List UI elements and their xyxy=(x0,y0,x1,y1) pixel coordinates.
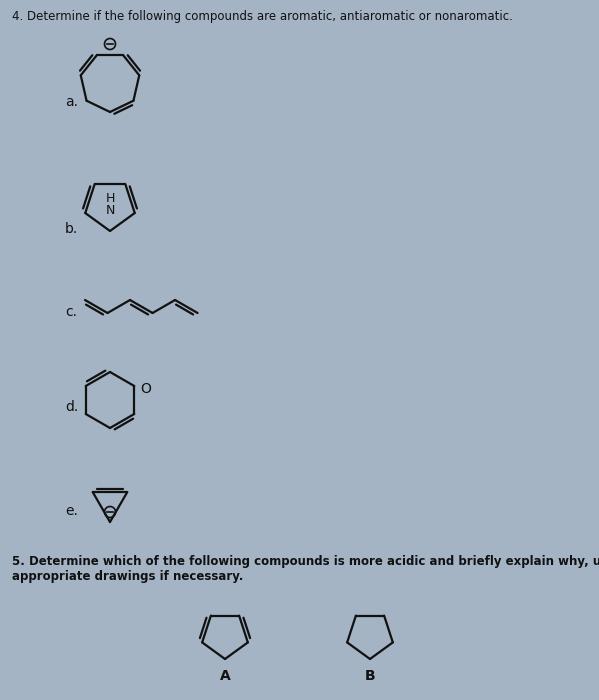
Text: d.: d. xyxy=(65,400,78,414)
Text: b.: b. xyxy=(65,222,78,236)
Text: 5. Determine which of the following compounds is more acidic and briefly explain: 5. Determine which of the following comp… xyxy=(12,555,599,583)
Text: O: O xyxy=(140,382,151,396)
Text: A: A xyxy=(220,669,231,683)
Text: e.: e. xyxy=(65,504,78,518)
Text: 4. Determine if the following compounds are aromatic, antiaromatic or nonaromati: 4. Determine if the following compounds … xyxy=(12,10,513,23)
Text: a.: a. xyxy=(65,95,78,109)
Text: H
N: H N xyxy=(105,193,114,217)
Text: B: B xyxy=(365,669,376,683)
Text: c.: c. xyxy=(65,305,77,319)
